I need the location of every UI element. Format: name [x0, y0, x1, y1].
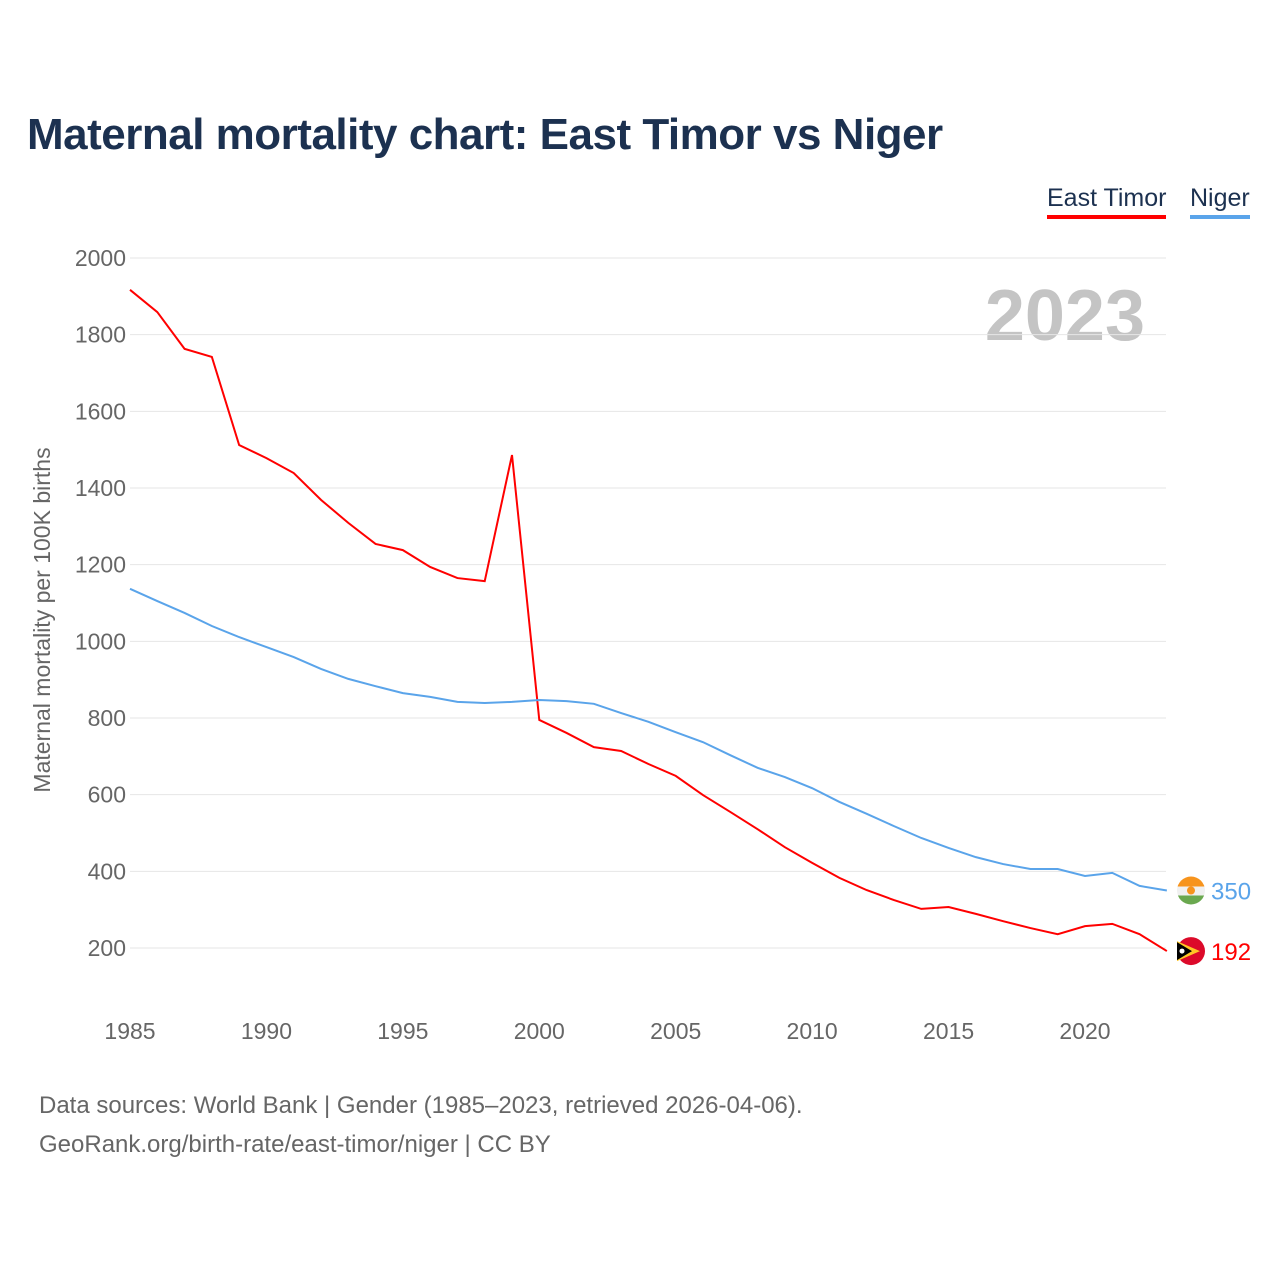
niger-flag-icon	[1177, 876, 1205, 905]
y-tick-label: 1000	[75, 628, 126, 654]
x-tick-label: 2020	[1059, 1018, 1110, 1044]
x-tick-label: 2005	[650, 1018, 701, 1044]
east-timor-flag-icon	[1177, 937, 1205, 966]
year-watermark: 2023	[985, 276, 1145, 356]
series-line-niger	[129, 587, 1168, 892]
y-tick-label: 200	[88, 935, 126, 961]
flag-disc	[1187, 886, 1195, 895]
end-value-label: 350	[1211, 879, 1251, 906]
y-tick-label: 1400	[75, 475, 126, 501]
x-tick-label: 1995	[377, 1018, 428, 1044]
x-tick-label: 2000	[514, 1018, 565, 1044]
y-tick-label: 600	[88, 782, 126, 808]
legend-niger[interactable]: Niger	[1190, 184, 1250, 219]
end-value-label: 192	[1211, 939, 1251, 966]
series-line-east-timor	[129, 289, 1168, 952]
x-tick-label: 2015	[923, 1018, 974, 1044]
y-axis-label: Maternal mortality per 100K births	[29, 447, 55, 792]
end-marker-east-timor	[1177, 937, 1205, 966]
flag-star	[1179, 948, 1185, 954]
x-tick-label: 1990	[241, 1018, 292, 1044]
source-line-1: Data sources: World Bank | Gender (1985–…	[39, 1092, 803, 1119]
x-tick-label: 2010	[787, 1018, 838, 1044]
y-tick-label: 2000	[75, 245, 126, 271]
legend-east-timor[interactable]: East Timor	[1047, 184, 1167, 219]
source-line-2[interactable]: GeoRank.org/birth-rate/east-timor/niger …	[39, 1131, 551, 1158]
y-tick-label: 1200	[75, 552, 126, 578]
flag-stripe	[1177, 895, 1205, 905]
x-tick-label: 1985	[104, 1018, 155, 1044]
flag-stripe	[1177, 876, 1205, 887]
y-tick-label: 400	[88, 858, 126, 884]
source-note: Data sources: World Bank | Gender (1985–…	[39, 1086, 803, 1164]
end-marker-niger	[1177, 876, 1205, 905]
y-tick-label: 1600	[75, 398, 126, 424]
chart-title: Maternal mortality chart: East Timor vs …	[27, 110, 943, 159]
y-tick-label: 1800	[75, 322, 126, 348]
y-tick-label: 800	[88, 705, 126, 731]
